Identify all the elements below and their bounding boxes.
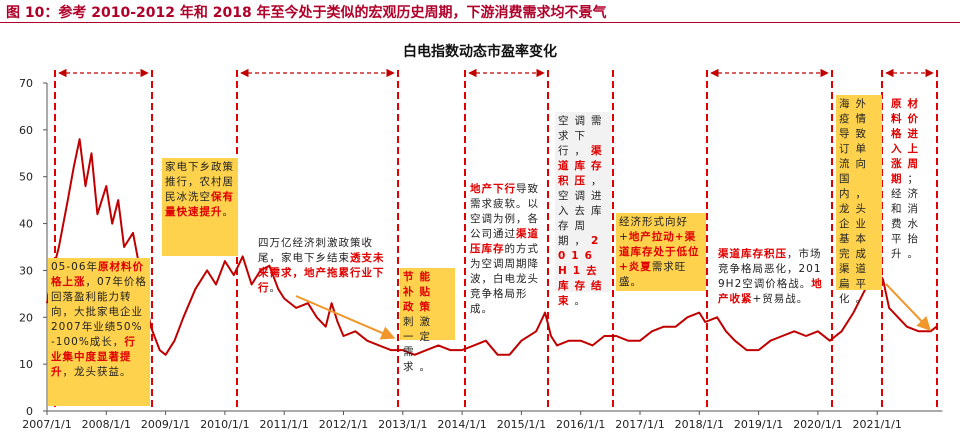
annotation-text: 05-06年: [51, 261, 99, 273]
annotation-text: ，市场竞争格局恶化，2019H2空调价格战。: [718, 248, 822, 290]
annotation-text: 。: [222, 206, 234, 218]
annotation-text: 家电下乡政策推行，农村居民冰洗空: [165, 161, 234, 203]
annotation-highlight: 保有量快速提升: [165, 191, 234, 218]
annotation-text: 的方式为空调周期降波，白电龙头竞争格局形成。: [470, 243, 539, 315]
annotation-highlight: 节能补贴政策: [403, 271, 436, 313]
annotation-text: 刺激一定需求。: [403, 316, 436, 373]
y-tick-label: 20: [19, 311, 33, 324]
x-tick-label: 2017/1/1: [615, 418, 664, 431]
x-tick-label: 2013/1/1: [378, 418, 427, 431]
annotation-highlight: 渠道库存积压: [718, 248, 787, 260]
annotation-text: 导致需求疲软。以空调为例，各公司通过: [470, 183, 539, 240]
annotation: 四万亿经济刺激政策收尾，家电下乡结束透支未来需求，地产拖累行业下行。: [255, 234, 397, 294]
y-tick-label: 60: [19, 124, 33, 137]
annotation-highlight: 地产收紧: [718, 278, 823, 305]
annotation-text: ，空调进入去库存周期，: [558, 175, 608, 247]
annotation-text: 海外疫情导致订单流向国内，龙头企业基本完成渠道扁平化。: [839, 98, 872, 305]
x-tick-label: 2011/1/1: [259, 418, 308, 431]
annotation: 原材料价格进入上涨周期；经济和消费水平抬升。: [888, 95, 936, 260]
annotation-highlight: 原材料价格上涨: [51, 261, 145, 288]
annotation-highlight: 原材料价格进入上涨周期: [891, 98, 924, 185]
annotation-text: 四万亿经济刺激政策收尾，家电下乡结束: [258, 237, 373, 264]
annotation-text: +贸易战。: [752, 293, 809, 305]
x-tick-label: 2007/1/1: [22, 418, 71, 431]
trend-arrow: [295, 295, 396, 340]
x-tick-label: 2012/1/1: [319, 418, 368, 431]
annotation-highlight: 透支未来需求，地产拖累行业下行: [258, 252, 385, 294]
x-tick-label: 2015/1/1: [497, 418, 546, 431]
annotation-highlight: 地产下行: [470, 183, 516, 195]
annotation: 空调需求下行，渠道库存积压，空调进入去库存周期，2016H1去库存结束。: [555, 112, 611, 307]
y-tick-label: 40: [19, 218, 33, 231]
annotation-highlight: 行业集中度显著提升: [51, 336, 136, 378]
annotation-text: 。: [269, 282, 281, 294]
x-tick-label: 2016/1/1: [556, 418, 605, 431]
x-tick-label: 2019/1/1: [734, 418, 783, 431]
annotation: 05-06年原材料价格上涨，07年价格回落盈利能力转向，大批家电企业2007年业…: [48, 258, 150, 406]
annotation: 节能补贴政策刺激一定需求。: [400, 268, 455, 373]
chart-title: 白电指数动态市盈率变化: [403, 43, 557, 60]
trend-arrow: [885, 283, 931, 332]
annotation-text: 需求旺盛。: [619, 261, 687, 288]
y-tick-label: 50: [19, 171, 33, 184]
annotation: 经济形式向好+地产拉动+渠道库存处于低位+炎夏需求旺盛。: [616, 213, 706, 291]
x-tick-label: 2020/1/1: [793, 418, 842, 431]
annotation-highlight: 2016H1去库存结束: [558, 235, 608, 307]
pe-line: [46, 138, 938, 356]
annotation-text: 经济形式向好+: [619, 216, 688, 243]
annotation: 海外疫情导致订单流向国内，龙头企业基本完成渠道扁平化。: [836, 95, 882, 305]
x-tick-label: 2008/1/1: [82, 418, 131, 431]
annotation-highlight: 渠道压库存: [470, 228, 539, 255]
annotation-text: ，07年价格回落盈利能力转向，大批家电企业2007年业绩50%-100%成长，: [51, 276, 147, 348]
annotation-text: ；经济和消费水平抬升。: [891, 173, 924, 260]
x-tick-label: 2010/1/1: [200, 418, 249, 431]
annotation-text: 。: [574, 295, 591, 307]
y-tick-label: 10: [19, 358, 33, 371]
annotation: 地产下行导致需求疲软。以空调为例，各公司通过渠道压库存的方式为空调周期降波，白电…: [467, 180, 549, 315]
annotation-text: ，龙头获益。: [62, 366, 132, 378]
y-tick-label: 70: [19, 77, 33, 90]
annotation: 家电下乡政策推行，农村居民冰洗空保有量快速提升。: [162, 158, 238, 256]
y-tick-label: 0: [26, 405, 33, 418]
annotation: 渠道库存积压，市场竞争格局恶化，2019H2空调价格战。地产收紧+贸易战。: [715, 245, 829, 311]
x-tick-label: 2014/1/1: [437, 418, 486, 431]
x-tick-label: 2021/1/1: [852, 418, 901, 431]
annotation-highlight: 地产拉动+渠道库存处于低位+炎夏: [619, 231, 700, 273]
y-tick-label: 30: [19, 264, 33, 277]
x-tick-label: 2018/1/1: [675, 418, 724, 431]
annotation-text: 空调需求下行，: [558, 115, 608, 157]
header-rule: [0, 22, 960, 23]
annotation-highlight: 渠道库存积压: [558, 145, 608, 187]
x-tick-label: 2009/1/1: [141, 418, 190, 431]
figure-header: 图 10：参考 2010-2012 年和 2018 年至今处于类似的宏观历史周期…: [6, 5, 607, 21]
